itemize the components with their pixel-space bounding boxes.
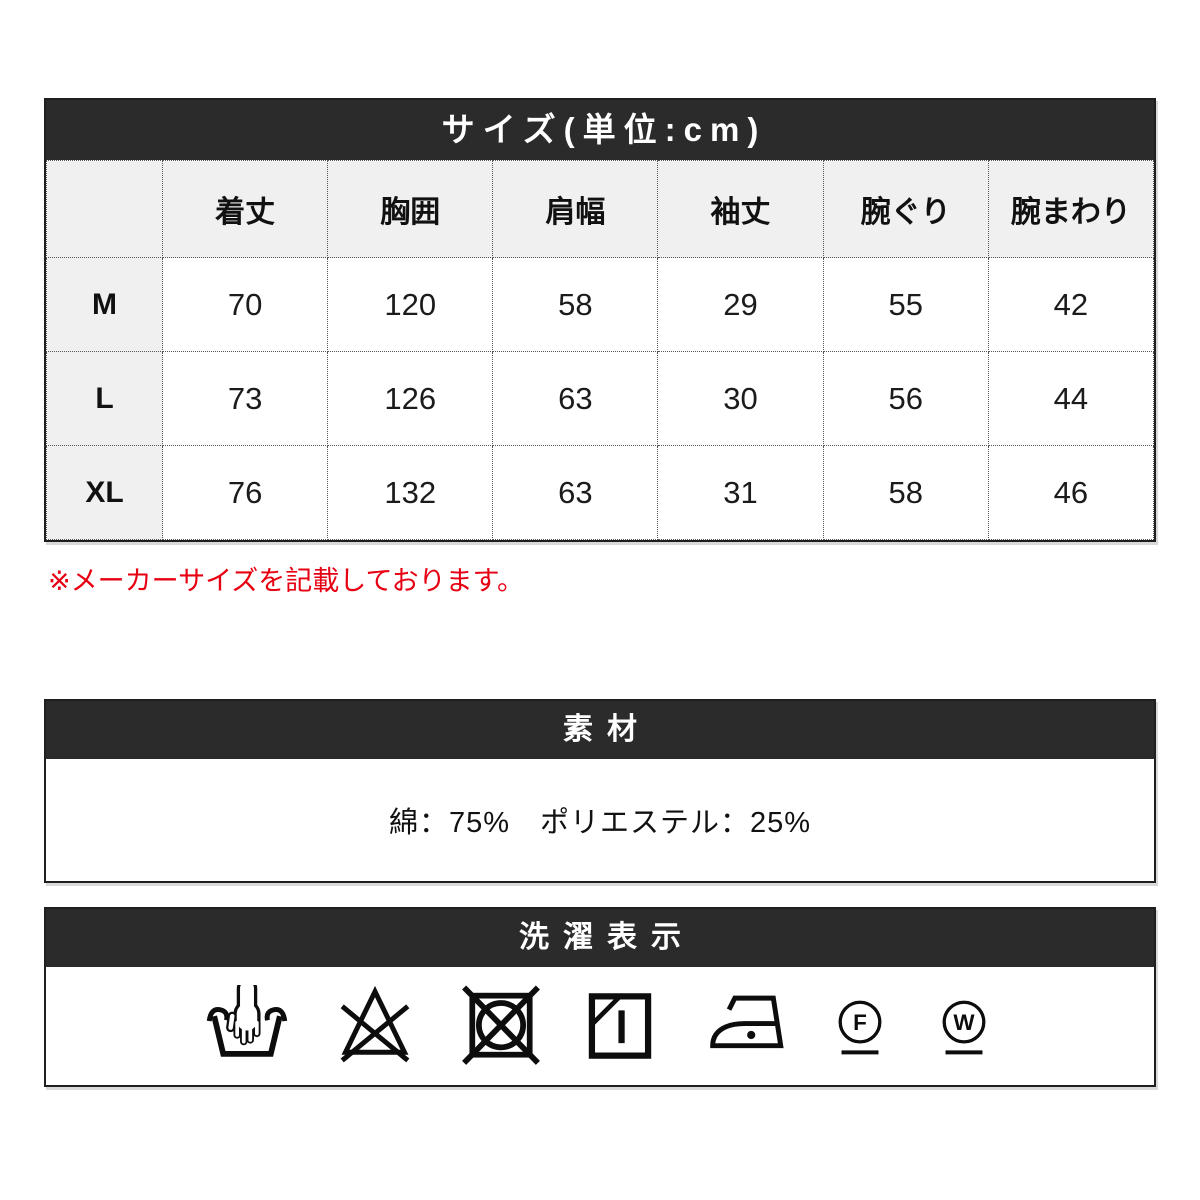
column-header: 袖丈 — [657, 160, 824, 258]
column-header: 肩幅 — [492, 160, 659, 258]
hand-wash-icon — [206, 985, 288, 1057]
size-row: M 70 120 58 29 55 42 — [46, 257, 1155, 352]
size-table-header-row: 着丈 胸囲 肩幅 袖丈 腕ぐり 腕まわり — [46, 160, 1155, 258]
laundry-section: 洗濯表示 — [44, 907, 1156, 1087]
maker-size-note: ※メーカーサイズを記載しております。 — [48, 566, 524, 596]
wet-clean-letter: W — [953, 1010, 975, 1035]
size-spec-sheet: サイズ(単位:cm) 着丈 胸囲 肩幅 袖丈 腕ぐり 腕まわり M 70 120 58 29 55 4… — [44, 98, 1156, 1087]
size-chart-section: サイズ(単位:cm) 着丈 胸囲 肩幅 袖丈 腕ぐり 腕まわり M 70 120 58 29 55 4… — [44, 98, 1156, 542]
size-value-cell: 120 — [327, 257, 494, 352]
dry-clean-f-icon: F — [838, 1000, 882, 1055]
size-value-cell: 58 — [492, 257, 659, 352]
laundry-icons-row: F W — [46, 967, 1154, 1085]
material-section: 素材 綿：75% ポリエステル：25% — [44, 699, 1156, 883]
wet-clean-w-icon: W — [942, 1000, 986, 1055]
size-value-cell: 73 — [161, 351, 329, 446]
material-composition: 綿：75% ポリエステル：25% — [388, 807, 812, 839]
size-value-cell: 30 — [657, 351, 824, 446]
size-value-cell: 76 — [161, 445, 329, 540]
size-value-cell: 42 — [987, 257, 1155, 352]
size-row: XL 76 132 63 31 58 46 — [46, 445, 1155, 540]
column-header: 腕ぐり — [822, 160, 989, 258]
size-value-cell: 70 — [161, 257, 329, 352]
size-value-cell: 29 — [657, 257, 824, 352]
do-not-tumble-dry-icon — [462, 985, 540, 1065]
do-not-bleach-icon — [340, 985, 410, 1063]
size-table: 着丈 胸囲 肩幅 袖丈 腕ぐり 腕まわり M 70 120 58 29 55 42 L 73 126 63 30… — [46, 160, 1155, 540]
size-row: L 73 126 63 30 56 44 — [46, 351, 1155, 446]
size-value-cell: 63 — [492, 445, 659, 540]
column-header: 着丈 — [161, 160, 329, 258]
size-value-cell: 44 — [987, 351, 1155, 446]
size-row-label: M — [46, 257, 163, 352]
size-value-cell: 56 — [822, 351, 989, 446]
size-value-cell: 31 — [657, 445, 824, 540]
column-header: 腕まわり — [987, 160, 1155, 258]
dry-clean-letter: F — [853, 1010, 867, 1035]
size-value-cell: 46 — [987, 445, 1155, 540]
size-value-cell: 126 — [327, 351, 494, 446]
size-value-cell: 132 — [327, 445, 494, 540]
size-value-cell: 63 — [492, 351, 659, 446]
corner-cell — [46, 160, 163, 258]
size-value-cell: 58 — [822, 445, 989, 540]
iron-low-icon — [710, 995, 784, 1049]
size-row-label: XL — [46, 445, 163, 540]
laundry-title: 洗濯表示 — [46, 909, 1154, 967]
material-title: 素材 — [46, 701, 1154, 759]
size-row-label: L — [46, 351, 163, 446]
column-header: 胸囲 — [327, 160, 494, 258]
size-value-cell: 55 — [822, 257, 989, 352]
line-dry-in-shade-icon — [588, 993, 652, 1059]
size-chart-title: サイズ(単位:cm) — [46, 100, 1154, 160]
